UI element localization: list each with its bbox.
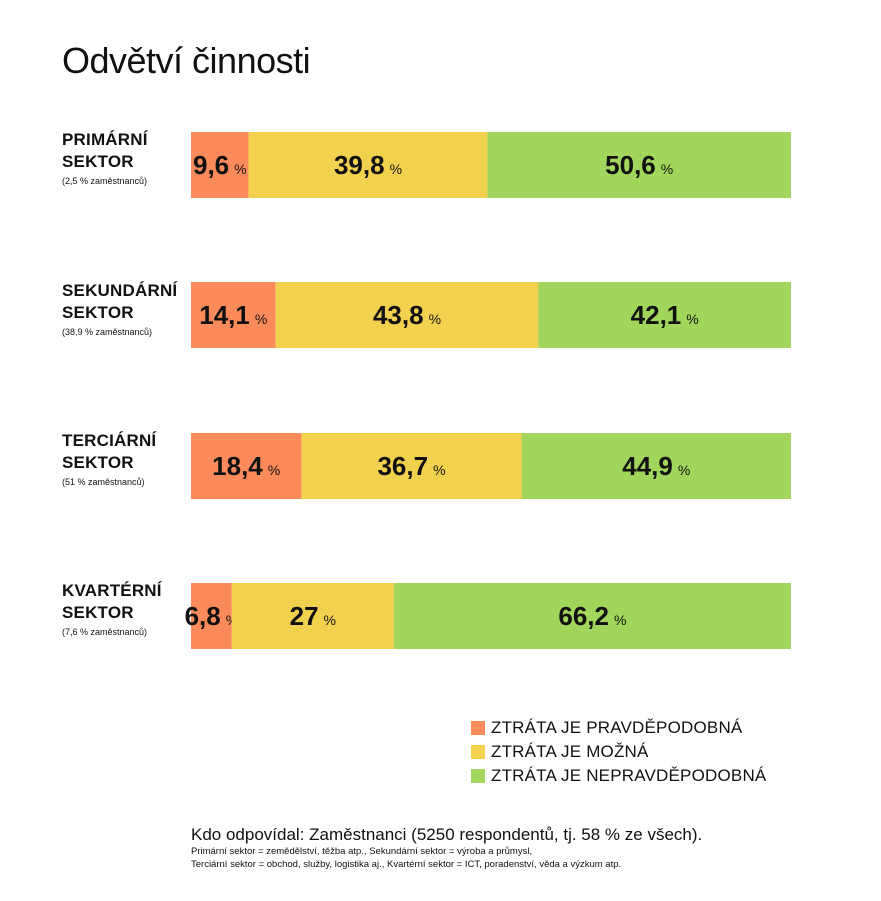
data-label: 50,6% <box>605 150 673 180</box>
row-subtitle: (7,6 % zaměstnanců) <box>62 627 148 637</box>
bar-segment-likely <box>191 132 249 198</box>
legend-swatch <box>471 745 485 759</box>
row-subtitle: (38,9 % zaměstnanců) <box>62 327 153 337</box>
row-label-secondary: SEKUNDÁRNÍ SEKTOR (38,9 % zaměstnanců) <box>62 280 187 338</box>
bar-segment-unlikely <box>538 282 791 348</box>
bar-segment-possible <box>275 282 539 348</box>
row-label-quaternary: KVARTÉRNÍ SEKTOR (7,6 % zaměstnanců) <box>62 580 187 638</box>
data-label: 43,8% <box>373 300 441 330</box>
data-label: 9,6% <box>193 150 247 180</box>
footer: Kdo odpovídal: Zaměstnanci (5250 respond… <box>191 825 702 871</box>
row-label-primary: PRIMÁRNÍ SEKTOR (2,5 % zaměstnanců) <box>62 129 187 187</box>
row-label-tertiary: TERCIÁRNÍ SEKTOR (51 % zaměstnanců) <box>62 430 187 488</box>
bar-segment-likely <box>191 433 302 499</box>
legend: ZTRÁTA JE PRAVDĚPODOBNÁ ZTRÁTA JE MOŽNÁ … <box>471 716 766 788</box>
bar-segment-possible <box>248 132 488 198</box>
legend-label: ZTRÁTA JE PRAVDĚPODOBNÁ <box>491 718 743 737</box>
data-label: 66,2% <box>558 601 626 631</box>
row-subtitle: (2,5 % zaměstnanců) <box>62 176 148 186</box>
legend-item-unlikely: ZTRÁTA JE NEPRAVDĚPODOBNÁ <box>471 764 766 788</box>
footer-respondents: Kdo odpovídal: Zaměstnanci (5250 respond… <box>191 825 703 844</box>
row-name: TERCIÁRNÍ SEKTOR <box>62 431 157 472</box>
bar-segment-possible <box>231 583 394 649</box>
data-label: 18,4% <box>212 451 280 481</box>
footer-note: Terciární sektor = obchod, služby, logis… <box>191 859 622 870</box>
chart-title: Odvětví činnosti <box>62 40 311 81</box>
data-label: 27% <box>290 601 336 631</box>
row-name: SEKUNDÁRNÍ SEKTOR <box>62 281 178 322</box>
bar-segment-unlikely <box>521 433 791 499</box>
data-label: 39,8% <box>334 150 402 180</box>
row-subtitle: (51 % zaměstnanců) <box>62 477 145 487</box>
data-label: 36,7% <box>377 451 445 481</box>
bar-segment-likely <box>191 583 232 649</box>
bar-segment-unlikely <box>487 132 791 198</box>
data-label: 14,1% <box>199 300 267 330</box>
row-name: PRIMÁRNÍ SEKTOR <box>62 130 148 171</box>
legend-item-possible: ZTRÁTA JE MOŽNÁ <box>471 740 766 764</box>
data-label: 44,9% <box>622 451 690 481</box>
legend-swatch <box>471 721 485 735</box>
data-label: 42,1% <box>631 300 699 330</box>
bar-segment-likely <box>191 282 276 348</box>
legend-item-likely: ZTRÁTA JE PRAVDĚPODOBNÁ <box>471 716 766 740</box>
legend-swatch <box>471 769 485 783</box>
bar-segment-unlikely <box>393 583 791 649</box>
legend-label: ZTRÁTA JE MOŽNÁ <box>491 742 649 761</box>
legend-label: ZTRÁTA JE NEPRAVDĚPODOBNÁ <box>491 766 767 785</box>
row-name: KVARTÉRNÍ SEKTOR <box>62 581 162 622</box>
bar-segment-possible <box>301 433 522 499</box>
footer-note: Primární sektor = zemědělství, těžba atp… <box>191 846 533 857</box>
